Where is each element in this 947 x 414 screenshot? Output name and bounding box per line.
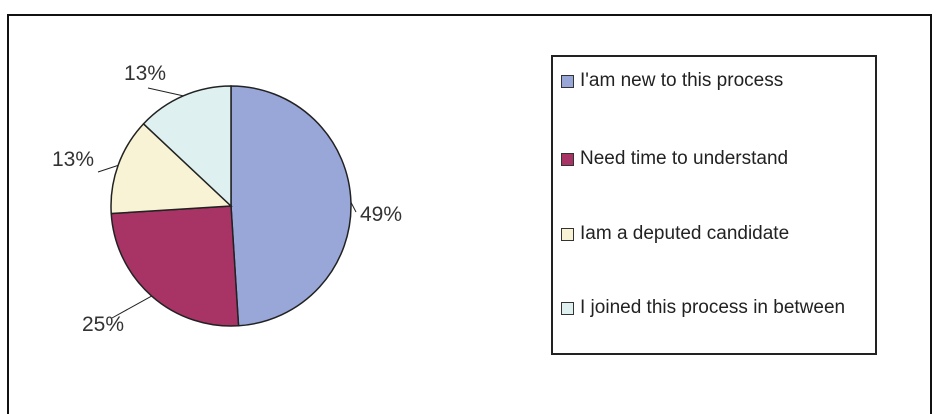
data-label-3: 13%	[124, 62, 166, 85]
pie-slice-2	[110, 122, 233, 215]
legend-label-1: Need time to understand	[580, 148, 789, 169]
pie-slice-1	[110, 205, 240, 327]
pie-slice-3	[142, 85, 232, 208]
pie-chart: 49% 25% 13% 13%	[52, 62, 402, 336]
leader-line-1	[111, 295, 152, 319]
leader-line-3	[147, 87, 184, 97]
legend-item-2: Iam a deputed candidate	[561, 222, 870, 246]
chart-frame	[7, 14, 932, 414]
legend-label-0: I'am new to this process	[580, 70, 784, 91]
legend-swatch-3	[561, 302, 574, 315]
data-label-2: 13%	[52, 148, 94, 171]
data-label-1: 25%	[82, 313, 124, 336]
legend-swatch-1	[561, 153, 574, 166]
legend-item-3: I joined this process in between	[561, 296, 870, 320]
legend-swatch-0	[561, 75, 574, 88]
legend: I'am new to this process Need time to un…	[551, 55, 877, 355]
legend-item-0: I'am new to this process	[561, 69, 870, 93]
leader-line-2	[97, 164, 119, 173]
legend-swatch-2	[561, 228, 574, 241]
data-label-0: 49%	[360, 203, 402, 226]
legend-label-2: Iam a deputed candidate	[580, 223, 790, 244]
pie-slice-0	[230, 85, 352, 327]
legend-item-1: Need time to understand	[561, 147, 870, 171]
legend-label-3: I joined this process in between	[580, 297, 846, 318]
leader-line-0	[350, 202, 357, 213]
